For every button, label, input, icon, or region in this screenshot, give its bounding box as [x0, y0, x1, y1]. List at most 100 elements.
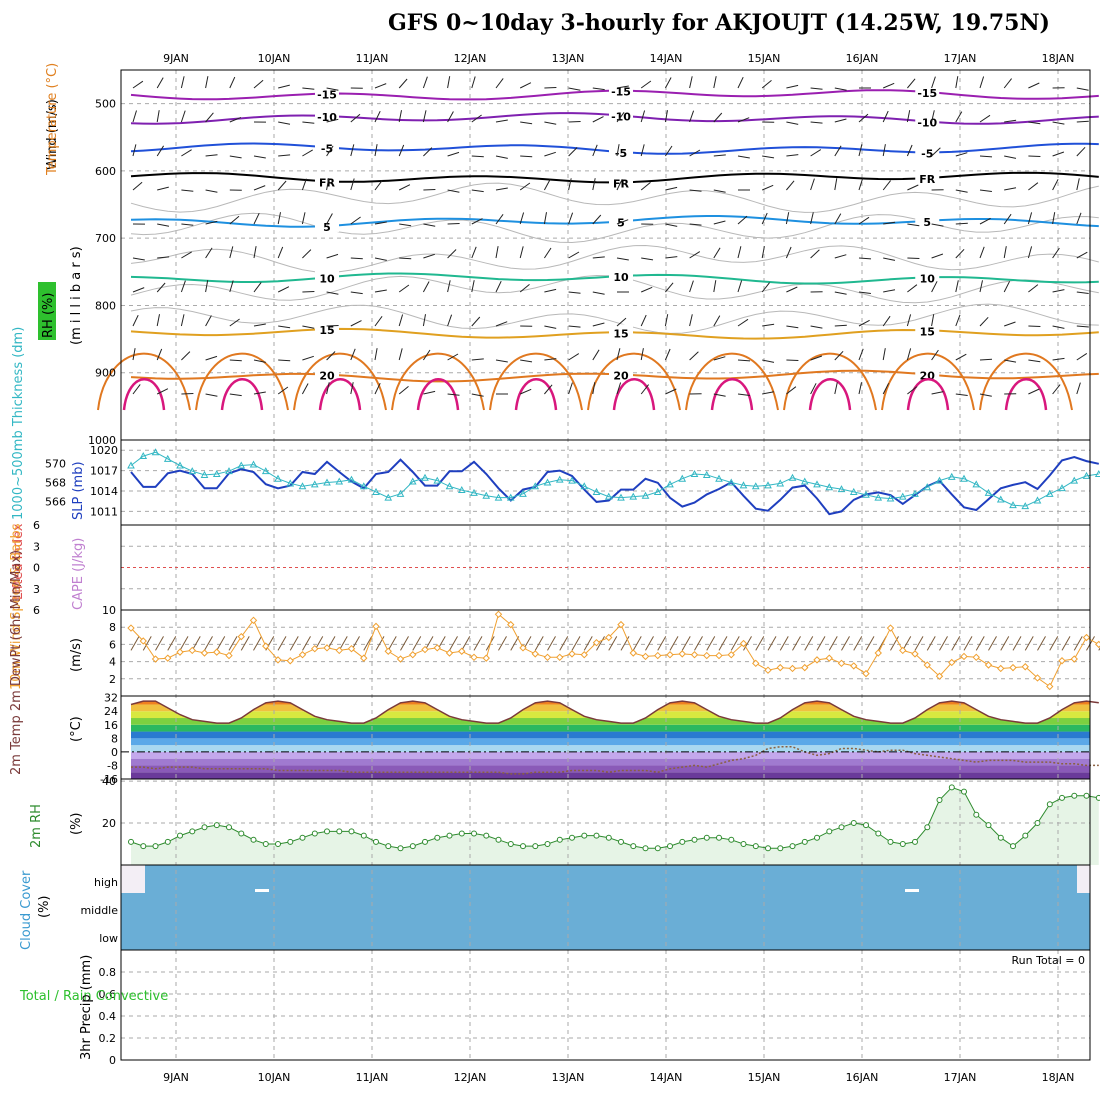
cloud-unit: (%) [37, 896, 52, 919]
thickness-point [960, 474, 968, 482]
wind-barb [205, 76, 209, 89]
wind-barb [1076, 146, 1086, 157]
thickness-point [1070, 476, 1079, 484]
wind-barb [568, 178, 572, 191]
isotherm-label: -5 [615, 147, 627, 160]
wind-barb [374, 144, 378, 157]
wind-barb [326, 213, 333, 225]
wind-barb [737, 359, 751, 362]
wind-barb [931, 147, 941, 157]
rh2m-point [948, 784, 955, 791]
wind10m-point [531, 650, 539, 658]
wind-barb [616, 219, 629, 225]
wind-barb [689, 149, 701, 157]
wind10m-barb [302, 636, 311, 651]
rh-contour [130, 244, 1099, 273]
wind-barb [689, 280, 694, 293]
wind-barb [398, 144, 405, 157]
wind-barb [519, 284, 530, 293]
wind-barb [399, 223, 412, 227]
precip-ytick-label: 0.4 [99, 1010, 117, 1023]
rh2m-point [850, 820, 857, 826]
rh2m-point [973, 811, 980, 818]
wind10m-point [984, 661, 993, 669]
wind-barb [398, 78, 408, 89]
wind-barb [834, 291, 847, 295]
rh2m-point [863, 822, 869, 829]
thickness-point [445, 482, 454, 490]
wind-barb [761, 282, 770, 293]
thickness-point [506, 493, 515, 501]
wind-barb [858, 382, 862, 395]
date-label-top: 16JAN [846, 52, 879, 65]
wind10m-barb [142, 636, 152, 651]
wind-barb [520, 121, 533, 125]
isotherm-label-bg [609, 324, 633, 339]
wind10m-barb [730, 636, 740, 651]
temperature-band [131, 758, 1090, 766]
thickness-point [347, 475, 356, 483]
wind10m-barb [608, 636, 618, 651]
wind-barb [398, 314, 404, 327]
rh2m-point [422, 838, 428, 845]
rh2m-point [605, 834, 612, 841]
wind-barb [301, 178, 307, 191]
thickness-ytick-label: 570 [45, 458, 66, 471]
temp-ytick-label: -16 [100, 773, 118, 786]
wind-barb [979, 246, 985, 259]
cloud-cover-area [145, 865, 1077, 950]
wind-barb [834, 213, 842, 225]
wind10m-barb [449, 636, 458, 651]
wind-barb [761, 212, 768, 225]
rh2m-point [458, 830, 465, 837]
isotherm-label-bg [609, 144, 633, 159]
wind10m-point [727, 651, 735, 659]
date-label-top: 12JAN [454, 52, 487, 65]
isotherm-label-bg [315, 173, 339, 188]
wind-barb [979, 280, 983, 293]
wind-barb [592, 382, 596, 395]
wind10m-point [948, 658, 956, 667]
surface-isotherm-loop [195, 352, 289, 411]
wind-barb [229, 215, 240, 225]
wind-barb [1004, 321, 1016, 327]
wind-barb [423, 147, 433, 157]
wind10m-point [298, 651, 307, 659]
wind-ytick-label: 2 [109, 673, 116, 686]
wind10m-point [874, 649, 882, 657]
wind10m-barb [559, 636, 569, 651]
cloud-level-label: high [94, 876, 118, 889]
wind-barb [882, 144, 886, 157]
wind-barb [543, 212, 547, 225]
wind-barb [762, 323, 775, 327]
wind-barb [471, 246, 477, 259]
run-total-label: Run Total = 0 [1012, 954, 1086, 967]
slp-ytick-label: 1017 [90, 465, 118, 478]
rh2m-point [262, 841, 269, 847]
rh2m-point [814, 834, 820, 841]
wind10m-barb [988, 636, 997, 651]
cloud-cover-area [1077, 893, 1090, 950]
wind-barb [979, 155, 993, 158]
wind-barb [568, 325, 581, 328]
rh2m-point [177, 832, 183, 839]
wind-barb [616, 257, 629, 261]
thickness-point [163, 454, 172, 462]
wind-barb [737, 280, 743, 293]
wind-barb [326, 291, 339, 295]
wind-barb [1076, 382, 1081, 395]
wind10m-point [543, 653, 552, 662]
wind-barb [277, 212, 281, 225]
wind-barb [858, 291, 871, 294]
wind10m-barb [1049, 636, 1059, 651]
wind-barb [132, 314, 139, 327]
wind-barb [955, 111, 963, 123]
wind-barb [277, 286, 290, 293]
wind-barb [1027, 246, 1033, 259]
wind10m-barb [1073, 636, 1083, 651]
rh-ytick-label: 40 [102, 775, 116, 788]
wind10m-point [262, 642, 270, 650]
wind-barb [1052, 151, 1065, 157]
wind-barb [737, 155, 750, 159]
